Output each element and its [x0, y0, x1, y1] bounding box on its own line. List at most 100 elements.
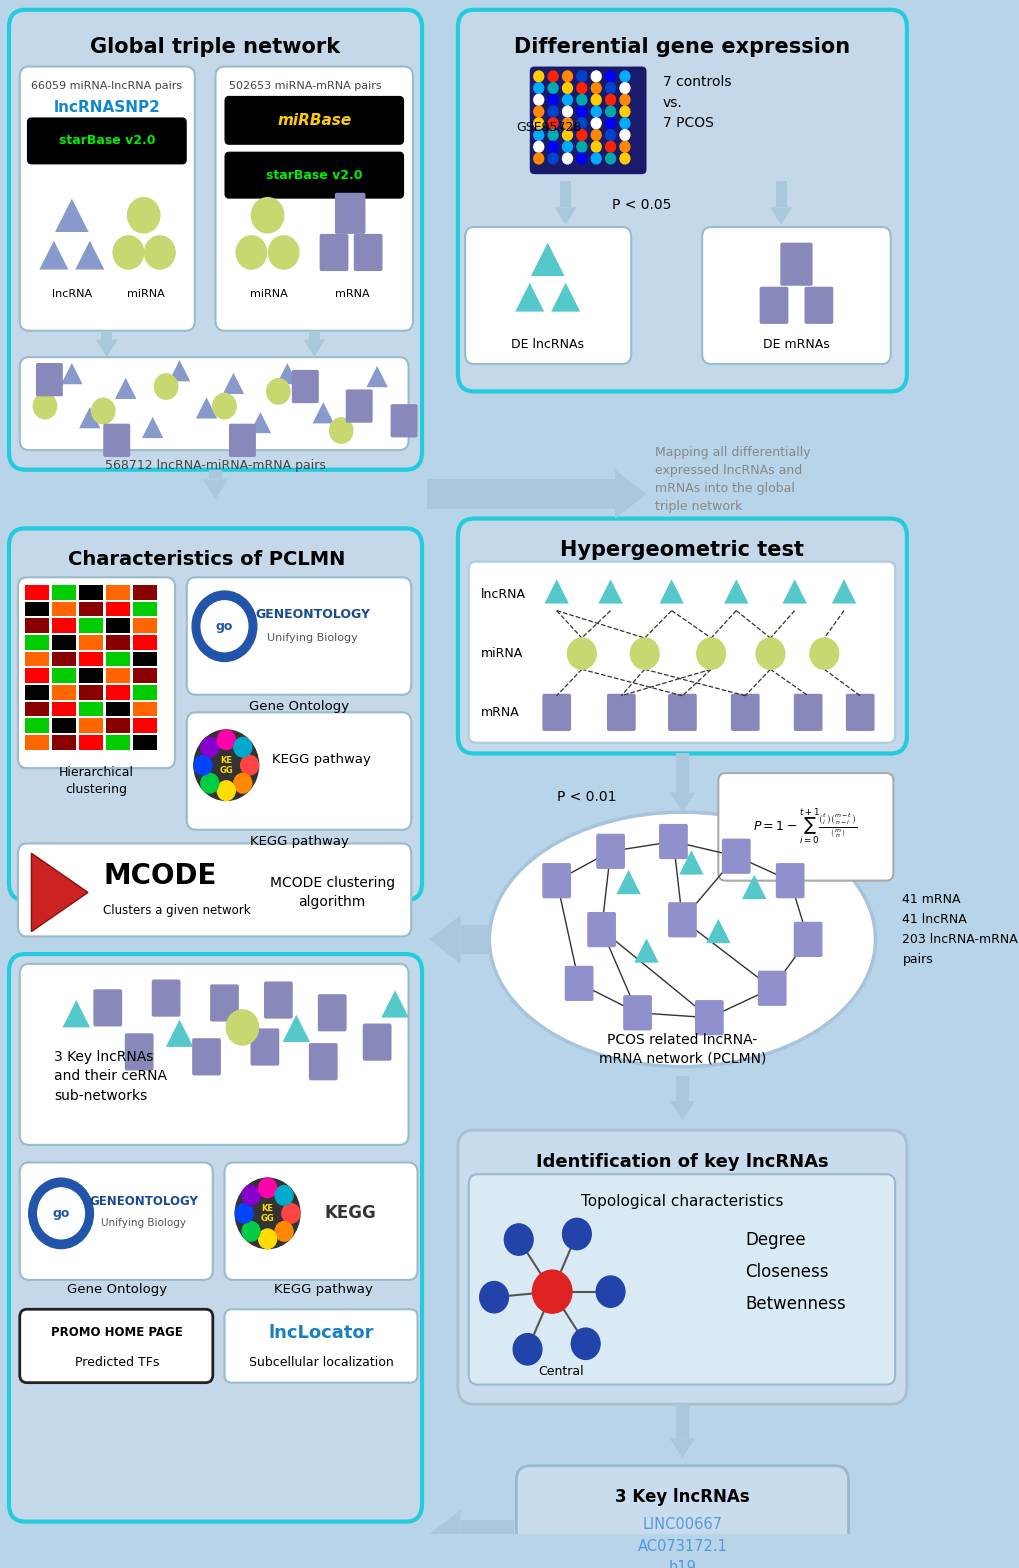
- FancyBboxPatch shape: [465, 227, 631, 364]
- FancyBboxPatch shape: [529, 66, 646, 174]
- Polygon shape: [166, 1019, 194, 1047]
- Circle shape: [275, 1221, 292, 1242]
- Circle shape: [547, 71, 557, 82]
- Text: KE
GG: KE GG: [219, 756, 233, 775]
- FancyBboxPatch shape: [701, 227, 890, 364]
- Text: lncRNA: lncRNA: [52, 289, 92, 298]
- Text: 3 Key lncRNAs
and their ceRNA
sub-networks: 3 Key lncRNAs and their ceRNA sub-networ…: [54, 1051, 167, 1102]
- Circle shape: [620, 154, 630, 165]
- Polygon shape: [705, 919, 730, 942]
- Circle shape: [596, 1276, 625, 1308]
- Bar: [676, 1076, 688, 1101]
- Text: Gene Ontology: Gene Ontology: [66, 1283, 167, 1297]
- Circle shape: [562, 118, 572, 129]
- Text: DE lncRNAs: DE lncRNAs: [511, 339, 584, 351]
- FancyBboxPatch shape: [587, 913, 615, 947]
- Circle shape: [213, 394, 236, 419]
- Circle shape: [281, 1204, 300, 1223]
- Bar: [209, 470, 221, 480]
- Polygon shape: [544, 579, 569, 604]
- FancyBboxPatch shape: [103, 423, 130, 456]
- FancyBboxPatch shape: [667, 693, 696, 731]
- Circle shape: [268, 235, 299, 270]
- Polygon shape: [222, 373, 244, 394]
- FancyBboxPatch shape: [309, 1043, 337, 1080]
- Circle shape: [562, 94, 572, 105]
- Bar: [132, 685, 157, 699]
- Circle shape: [29, 1178, 94, 1248]
- Circle shape: [577, 71, 586, 82]
- Circle shape: [605, 130, 614, 141]
- Circle shape: [577, 94, 586, 105]
- Text: Hypergeometric test: Hypergeometric test: [559, 539, 804, 560]
- FancyBboxPatch shape: [354, 234, 382, 271]
- Bar: [25, 585, 49, 601]
- Circle shape: [577, 154, 586, 165]
- Polygon shape: [40, 241, 68, 270]
- Text: KEGG pathway: KEGG pathway: [273, 1283, 372, 1297]
- Circle shape: [547, 130, 557, 141]
- Circle shape: [591, 107, 600, 118]
- Circle shape: [194, 731, 259, 800]
- Circle shape: [201, 737, 218, 757]
- FancyBboxPatch shape: [152, 980, 180, 1016]
- Circle shape: [92, 398, 115, 423]
- Text: go: go: [216, 619, 233, 633]
- FancyBboxPatch shape: [542, 862, 571, 898]
- Circle shape: [242, 1221, 260, 1242]
- FancyBboxPatch shape: [251, 1029, 279, 1066]
- Text: 502653 miRNA-mRNA pairs: 502653 miRNA-mRNA pairs: [228, 82, 381, 91]
- Bar: [52, 585, 76, 601]
- FancyBboxPatch shape: [775, 862, 804, 898]
- Ellipse shape: [489, 812, 874, 1066]
- Polygon shape: [741, 875, 765, 898]
- Polygon shape: [634, 938, 658, 963]
- Polygon shape: [32, 853, 88, 931]
- FancyBboxPatch shape: [264, 982, 292, 1019]
- Text: miRNA: miRNA: [126, 289, 164, 298]
- Circle shape: [329, 417, 353, 444]
- Bar: [25, 618, 49, 633]
- Text: P < 0.01: P < 0.01: [556, 790, 615, 804]
- Circle shape: [154, 373, 177, 400]
- Circle shape: [620, 130, 630, 141]
- Polygon shape: [96, 340, 117, 358]
- Bar: [559, 180, 571, 207]
- Circle shape: [605, 118, 614, 129]
- Circle shape: [809, 638, 838, 670]
- Polygon shape: [55, 199, 89, 232]
- Bar: [106, 735, 130, 750]
- Circle shape: [533, 94, 543, 105]
- Circle shape: [547, 141, 557, 152]
- FancyBboxPatch shape: [228, 423, 256, 456]
- Circle shape: [547, 83, 557, 94]
- Circle shape: [620, 94, 630, 105]
- Polygon shape: [598, 579, 623, 604]
- Text: DE mRNAs: DE mRNAs: [762, 339, 829, 351]
- Circle shape: [145, 235, 175, 270]
- Text: KE
GG: KE GG: [261, 1204, 274, 1223]
- FancyBboxPatch shape: [757, 971, 786, 1007]
- Text: starBase v2.0: starBase v2.0: [266, 169, 362, 182]
- FancyBboxPatch shape: [516, 1466, 848, 1568]
- Circle shape: [620, 83, 630, 94]
- FancyBboxPatch shape: [390, 405, 417, 437]
- FancyBboxPatch shape: [19, 358, 409, 450]
- FancyBboxPatch shape: [186, 712, 411, 829]
- Text: MCODE: MCODE: [103, 862, 216, 889]
- Text: 7 controls
vs.
7 PCOS: 7 controls vs. 7 PCOS: [662, 75, 731, 130]
- Polygon shape: [366, 365, 387, 387]
- Circle shape: [591, 118, 600, 129]
- Polygon shape: [196, 397, 217, 419]
- Polygon shape: [250, 412, 271, 433]
- Polygon shape: [203, 480, 228, 499]
- FancyBboxPatch shape: [224, 152, 404, 199]
- Bar: [25, 652, 49, 666]
- Text: 41 mRNA
41 lncRNA
203 lncRNA-mRNA
pairs: 41 mRNA 41 lncRNA 203 lncRNA-mRNA pairs: [902, 894, 1017, 966]
- Bar: [25, 602, 49, 616]
- Bar: [775, 180, 786, 207]
- FancyBboxPatch shape: [780, 243, 812, 285]
- Text: P < 0.05: P < 0.05: [611, 199, 672, 213]
- Polygon shape: [142, 417, 163, 437]
- Circle shape: [34, 394, 56, 419]
